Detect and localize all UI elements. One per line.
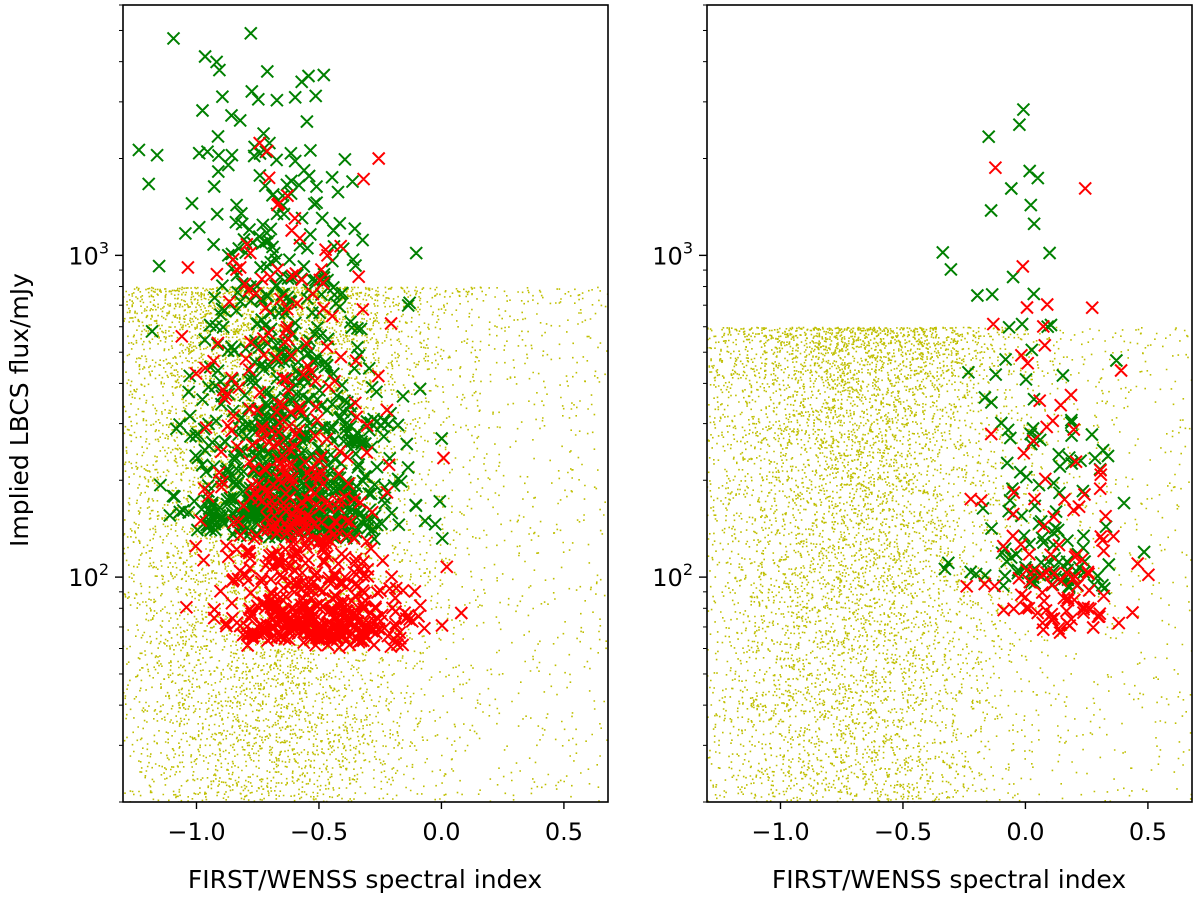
- left-panel: −1.0 −0.5 0.0 0.5 102 103 FIRST/WENSS spectr…: [5, 4, 609, 894]
- y-tick-label: 103: [652, 238, 693, 270]
- left-x-axis-label: FIRST/WENSS spectral index: [188, 865, 542, 894]
- left-y-ticks: 102 103: [68, 4, 123, 803]
- left-x-ticks: −1.0 −0.5 0.0 0.5: [167, 802, 583, 846]
- left-scatter-marks: [123, 26, 608, 802]
- x-tick-label: −1.0: [167, 818, 225, 846]
- cross-marks: [959, 160, 1156, 640]
- y-tick-label: 102: [68, 560, 109, 592]
- right-y-ticks: 102 103: [652, 4, 707, 803]
- dot-series: [707, 326, 1192, 802]
- x-tick-label: −1.0: [751, 818, 809, 846]
- right-x-ticks: −1.0 −0.5 0.0 0.5: [751, 802, 1167, 846]
- right-panel: −1.0 −0.5 0.0 0.5 102 103 FIRST/WENSS spectr…: [652, 4, 1193, 894]
- left-axes-frame: [122, 4, 609, 803]
- cross-marks: [175, 136, 469, 655]
- cross-series: [175, 136, 469, 655]
- cross-marks: [936, 102, 1151, 596]
- cross-series: [936, 102, 1151, 596]
- x-tick-label: −0.5: [290, 818, 348, 846]
- y-tick-label: 103: [68, 238, 109, 270]
- x-tick-label: −0.5: [874, 818, 932, 846]
- right-scatter-marks: [707, 102, 1192, 802]
- x-tick-label: 0.0: [1006, 818, 1044, 846]
- y-axis-label: Implied LBCS flux/mJy: [5, 273, 34, 547]
- y-tick-label: 102: [652, 560, 693, 592]
- right-axes-frame: [706, 4, 1193, 803]
- right-x-axis-label: FIRST/WENSS spectral index: [772, 865, 1126, 894]
- x-tick-label: 0.0: [422, 818, 460, 846]
- x-tick-label: 0.5: [545, 818, 583, 846]
- cross-series: [959, 160, 1156, 640]
- dot-marks: [707, 326, 1192, 802]
- x-tick-label: 0.5: [1129, 818, 1167, 846]
